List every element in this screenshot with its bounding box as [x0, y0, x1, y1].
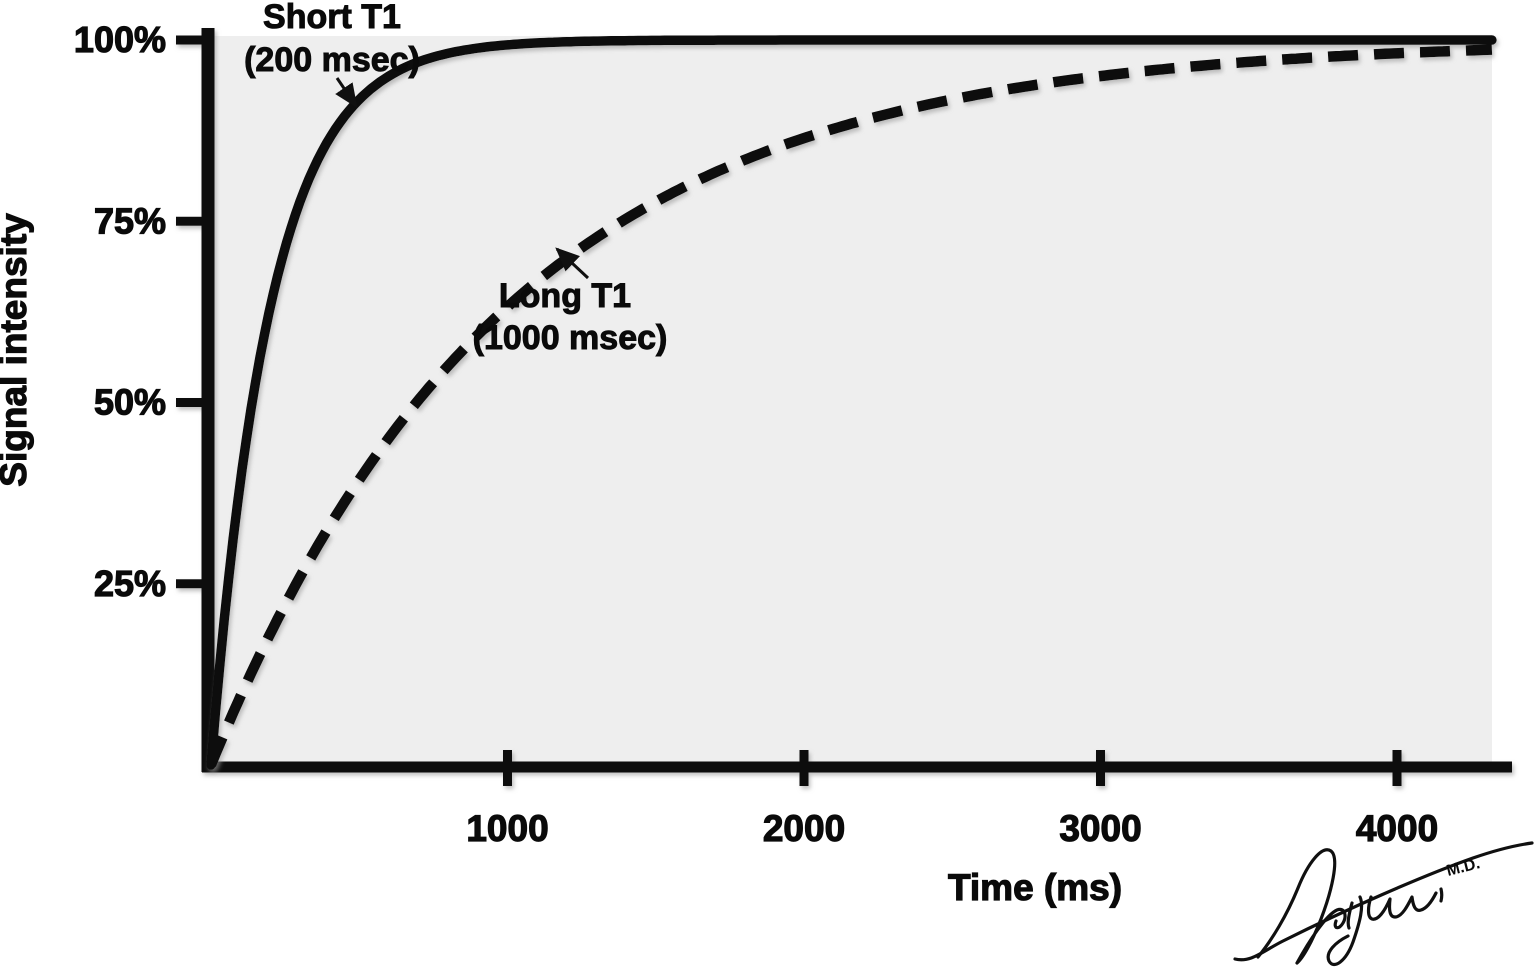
long-t1-label-line2: (1000 msec): [473, 319, 668, 357]
y-axis-title: Signal intensity: [0, 213, 34, 487]
y-tick-label-75: 75%: [94, 200, 166, 241]
y-tick-label-50: 50%: [94, 382, 166, 423]
short-t1-label-line1: Short T1: [263, 0, 401, 36]
axes-group: [176, 28, 1512, 786]
short-t1-arrow: [335, 77, 358, 108]
y-tick-label-100: 100%: [74, 19, 166, 60]
x-tick-label-3000: 3000: [1059, 808, 1141, 849]
signature-group: M.D.: [1233, 841, 1534, 967]
signature-underline-stroke: [1233, 841, 1534, 962]
short-t1-curve: [206, 35, 1497, 770]
curves-group: [206, 35, 1497, 770]
short-t1-label-line2: (200 msec): [244, 41, 420, 79]
long-t1-arrow: [555, 247, 590, 280]
plot-area-background: [214, 36, 1492, 763]
x-tick-label-4000: 4000: [1356, 808, 1438, 849]
y-tick-label-25: 25%: [94, 563, 166, 604]
signature-credential: M.D.: [1445, 855, 1482, 880]
x-tick-label-1000: 1000: [466, 808, 548, 849]
signature-scribble: [1256, 848, 1444, 967]
annotations-group: Short T1 (200 msec) Long T1 (1000 msec): [244, 0, 668, 358]
long-t1-label-line1: Long T1: [499, 277, 631, 315]
x-axis-title: Time (ms): [948, 867, 1122, 908]
long-t1-curve: [206, 44, 1493, 767]
labels-group: 100% 75% 50% 25% 1000 2000 3000 4000 Sig…: [0, 18, 1439, 908]
x-tick-label-2000: 2000: [763, 808, 845, 849]
